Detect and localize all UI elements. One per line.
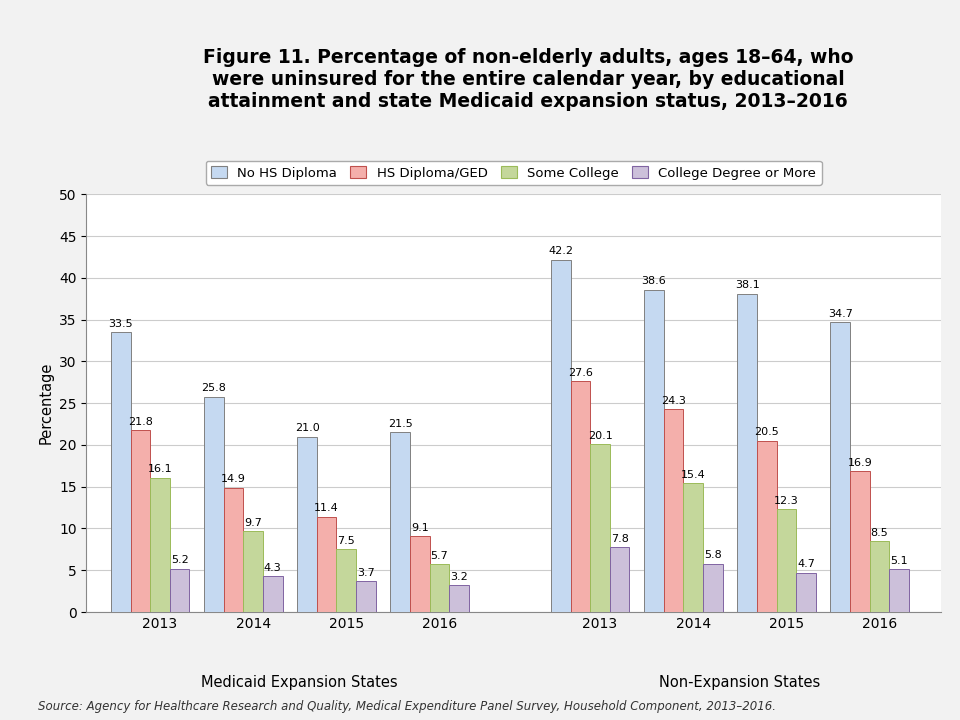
Bar — [870, 541, 889, 612]
Text: 16.9: 16.9 — [848, 457, 873, 467]
Text: 7.8: 7.8 — [611, 534, 629, 544]
Text: Non-Expansion States: Non-Expansion States — [660, 675, 821, 690]
Text: Source: Agency for Healthcare Research and Quality, Medical Expenditure Panel Su: Source: Agency for Healthcare Research a… — [38, 700, 777, 713]
Bar — [703, 564, 723, 612]
Text: 20.5: 20.5 — [755, 428, 780, 438]
Bar — [243, 531, 263, 612]
Text: Figure 11. Percentage of non-elderly adults, ages 18–64, who
were uninsured for : Figure 11. Percentage of non-elderly adu… — [203, 48, 853, 111]
Text: 3.2: 3.2 — [450, 572, 468, 582]
Bar — [551, 259, 570, 612]
Bar — [644, 289, 663, 612]
Text: 4.3: 4.3 — [264, 563, 281, 572]
Text: 16.1: 16.1 — [148, 464, 172, 474]
Text: 4.7: 4.7 — [797, 559, 815, 570]
Bar — [224, 487, 243, 612]
Bar — [851, 471, 870, 612]
Text: 20.1: 20.1 — [588, 431, 612, 441]
Text: 21.5: 21.5 — [388, 419, 413, 429]
Text: 38.1: 38.1 — [734, 281, 759, 290]
Text: 5.7: 5.7 — [431, 551, 448, 561]
Bar — [449, 585, 468, 612]
Text: 38.6: 38.6 — [641, 276, 666, 287]
Text: 27.6: 27.6 — [568, 368, 593, 378]
Bar — [430, 564, 449, 612]
Text: 11.4: 11.4 — [314, 503, 339, 513]
Text: 15.4: 15.4 — [681, 470, 706, 480]
Bar — [796, 572, 816, 612]
Bar — [111, 332, 131, 612]
Bar — [150, 477, 170, 612]
Bar — [590, 444, 610, 612]
Bar — [570, 382, 590, 612]
Text: 7.5: 7.5 — [337, 536, 355, 546]
Bar — [298, 436, 317, 612]
Bar — [391, 433, 410, 612]
Text: 33.5: 33.5 — [108, 319, 133, 329]
Text: 5.1: 5.1 — [890, 556, 908, 566]
Text: 21.8: 21.8 — [128, 417, 153, 426]
Text: 25.8: 25.8 — [202, 383, 227, 393]
Bar — [777, 509, 796, 612]
Legend: No HS Diploma, HS Diploma/GED, Some College, College Degree or More: No HS Diploma, HS Diploma/GED, Some Coll… — [205, 161, 822, 185]
Text: 9.1: 9.1 — [411, 523, 429, 533]
Bar — [610, 547, 630, 612]
Text: Medicaid Expansion States: Medicaid Expansion States — [202, 675, 398, 690]
Bar — [356, 581, 375, 612]
Text: 9.7: 9.7 — [244, 518, 262, 528]
Text: 34.7: 34.7 — [828, 309, 852, 319]
Bar — [756, 441, 777, 612]
Bar — [410, 536, 430, 612]
Text: 5.8: 5.8 — [704, 550, 722, 560]
Bar — [170, 569, 189, 612]
Text: 3.7: 3.7 — [357, 568, 374, 577]
Text: 8.5: 8.5 — [871, 528, 888, 538]
Text: 12.3: 12.3 — [774, 496, 799, 506]
Bar — [204, 397, 224, 612]
Bar — [684, 483, 703, 612]
Bar — [336, 549, 356, 612]
Bar — [830, 322, 851, 612]
Text: 21.0: 21.0 — [295, 423, 320, 433]
Text: 24.3: 24.3 — [661, 396, 686, 405]
Bar — [663, 409, 684, 612]
Bar — [889, 570, 909, 612]
Bar — [263, 576, 282, 612]
Text: 42.2: 42.2 — [548, 246, 573, 256]
Bar — [737, 294, 756, 612]
Bar — [317, 517, 336, 612]
Text: 14.9: 14.9 — [221, 474, 246, 485]
Y-axis label: Percentage: Percentage — [38, 362, 54, 444]
Bar — [131, 430, 150, 612]
Text: 5.2: 5.2 — [171, 555, 188, 565]
